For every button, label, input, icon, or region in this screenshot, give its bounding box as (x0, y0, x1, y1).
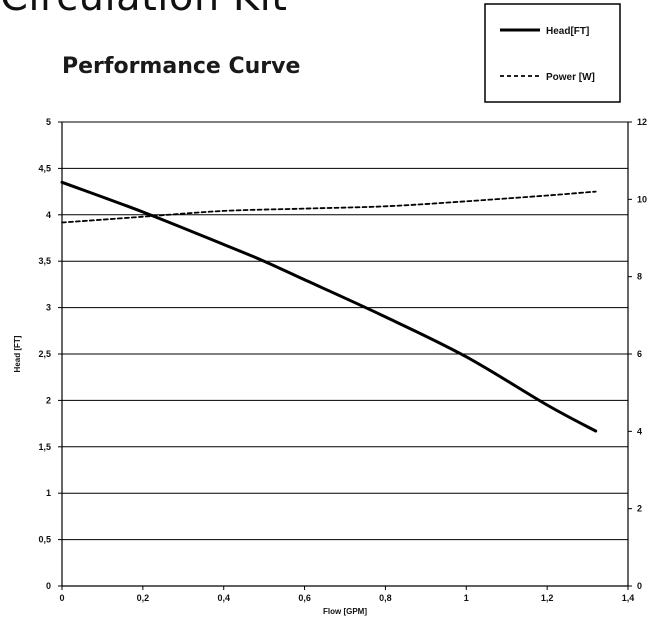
x-tick-label: 1,2 (541, 593, 554, 603)
x-tick-label: 1,4 (622, 593, 635, 603)
y-tick-label: 3 (46, 303, 51, 313)
page-heading: Circulation Kit (0, 0, 287, 20)
axes (58, 121, 632, 590)
y-tick-label: 0 (46, 581, 51, 591)
series-lines (60, 180, 598, 433)
grid-lines (62, 121, 628, 587)
y-tick-label: 4 (46, 210, 51, 220)
legend-label-power: Power [W] (546, 72, 595, 83)
x-tick-label: 0,4 (217, 593, 230, 603)
tick-labels: 0 0,5 1 1,5 2 2,5 3 3,5 4 4,5 5 0 2 4 6 8 10 12 0 0,2 0,4 0,6… (38, 117, 647, 603)
head-series-line (60, 180, 598, 433)
y-tick-label: 5 (46, 117, 51, 127)
legend: Head[FT] Power [W] (484, 3, 621, 103)
y2-tick-label: 6 (637, 349, 642, 359)
y2-tick-label: 4 (637, 426, 642, 436)
y-tick-label: 1 (46, 488, 51, 498)
y2-tick-label: 0 (637, 581, 642, 591)
x-axis-label: Flow [GPM] (323, 607, 367, 616)
legend-box (484, 3, 621, 103)
x-tick-label: 0,6 (298, 593, 311, 603)
x-tick-label: 0,8 (379, 593, 392, 603)
y2-tick-label: 10 (637, 194, 647, 204)
y-tick-label: 3,5 (38, 256, 51, 266)
y-axis-label: Head [FT] (13, 335, 22, 372)
x-tick-label: 0,2 (137, 593, 150, 603)
y-tick-label: 2,5 (38, 349, 51, 359)
legend-label-head: Head[FT] (546, 26, 589, 37)
chart-title: Performance Curve (62, 54, 301, 79)
y2-tick-label: 12 (637, 117, 647, 127)
y-tick-label: 0,5 (38, 535, 51, 545)
y-tick-label: 4,5 (38, 163, 51, 173)
x-tick-label: 1 (464, 593, 469, 603)
power-series-line (61, 190, 597, 224)
y-tick-label: 1,5 (38, 442, 51, 452)
y2-tick-label: 2 (637, 504, 642, 514)
y2-tick-label: 8 (637, 272, 642, 282)
y-tick-label: 2 (46, 395, 51, 405)
x-tick-label: 0 (59, 593, 64, 603)
